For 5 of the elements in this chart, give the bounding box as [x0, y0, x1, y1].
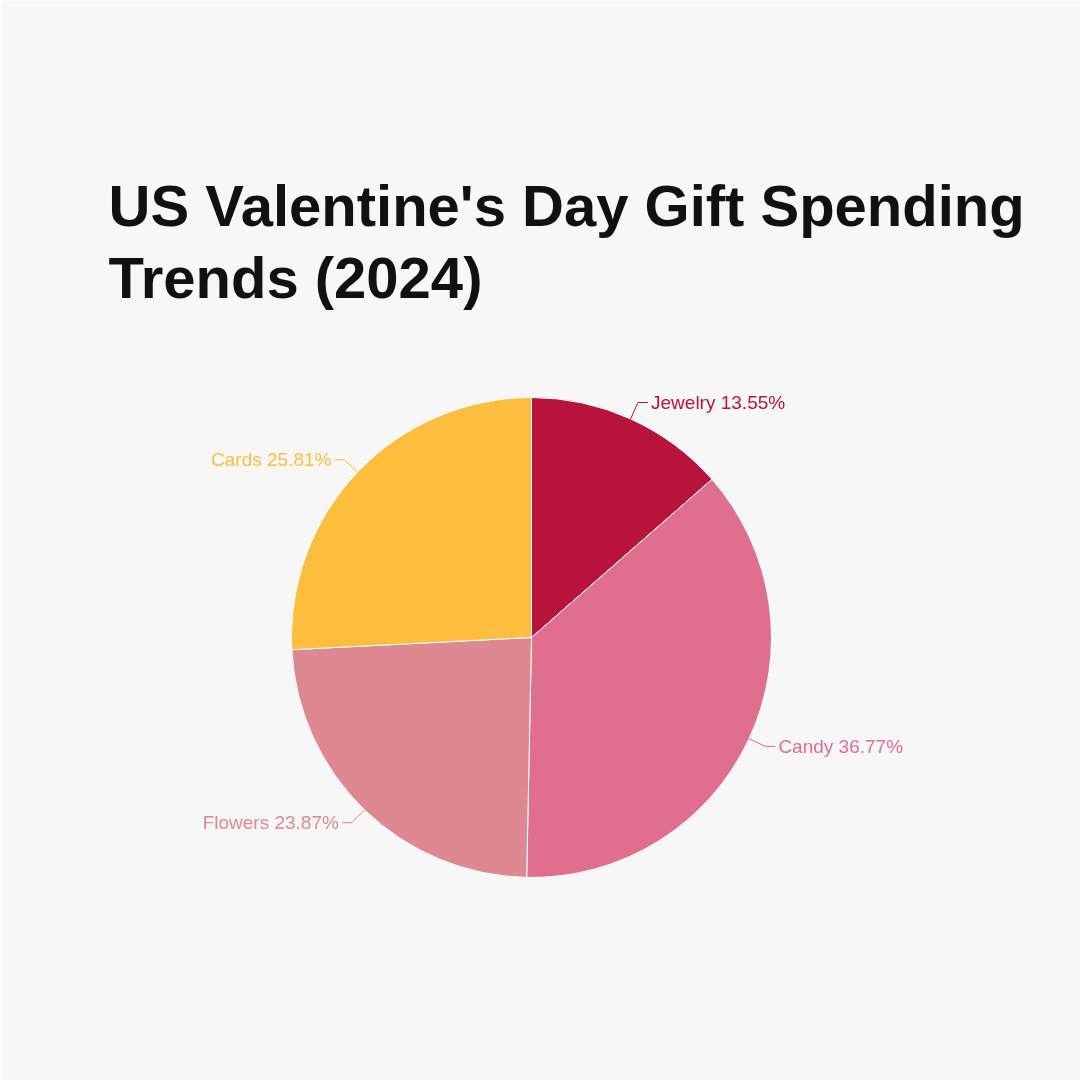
chart-title: US Valentine's Day Gift Spending Trends (2024) — [108, 173, 1025, 310]
slice-label: Jewelry 13.55% — [651, 392, 786, 414]
slice-label: Flowers 23.87% — [202, 812, 339, 834]
slice-label: Candy 36.77% — [778, 735, 904, 757]
slice-label: Cards 25.81% — [211, 449, 332, 471]
